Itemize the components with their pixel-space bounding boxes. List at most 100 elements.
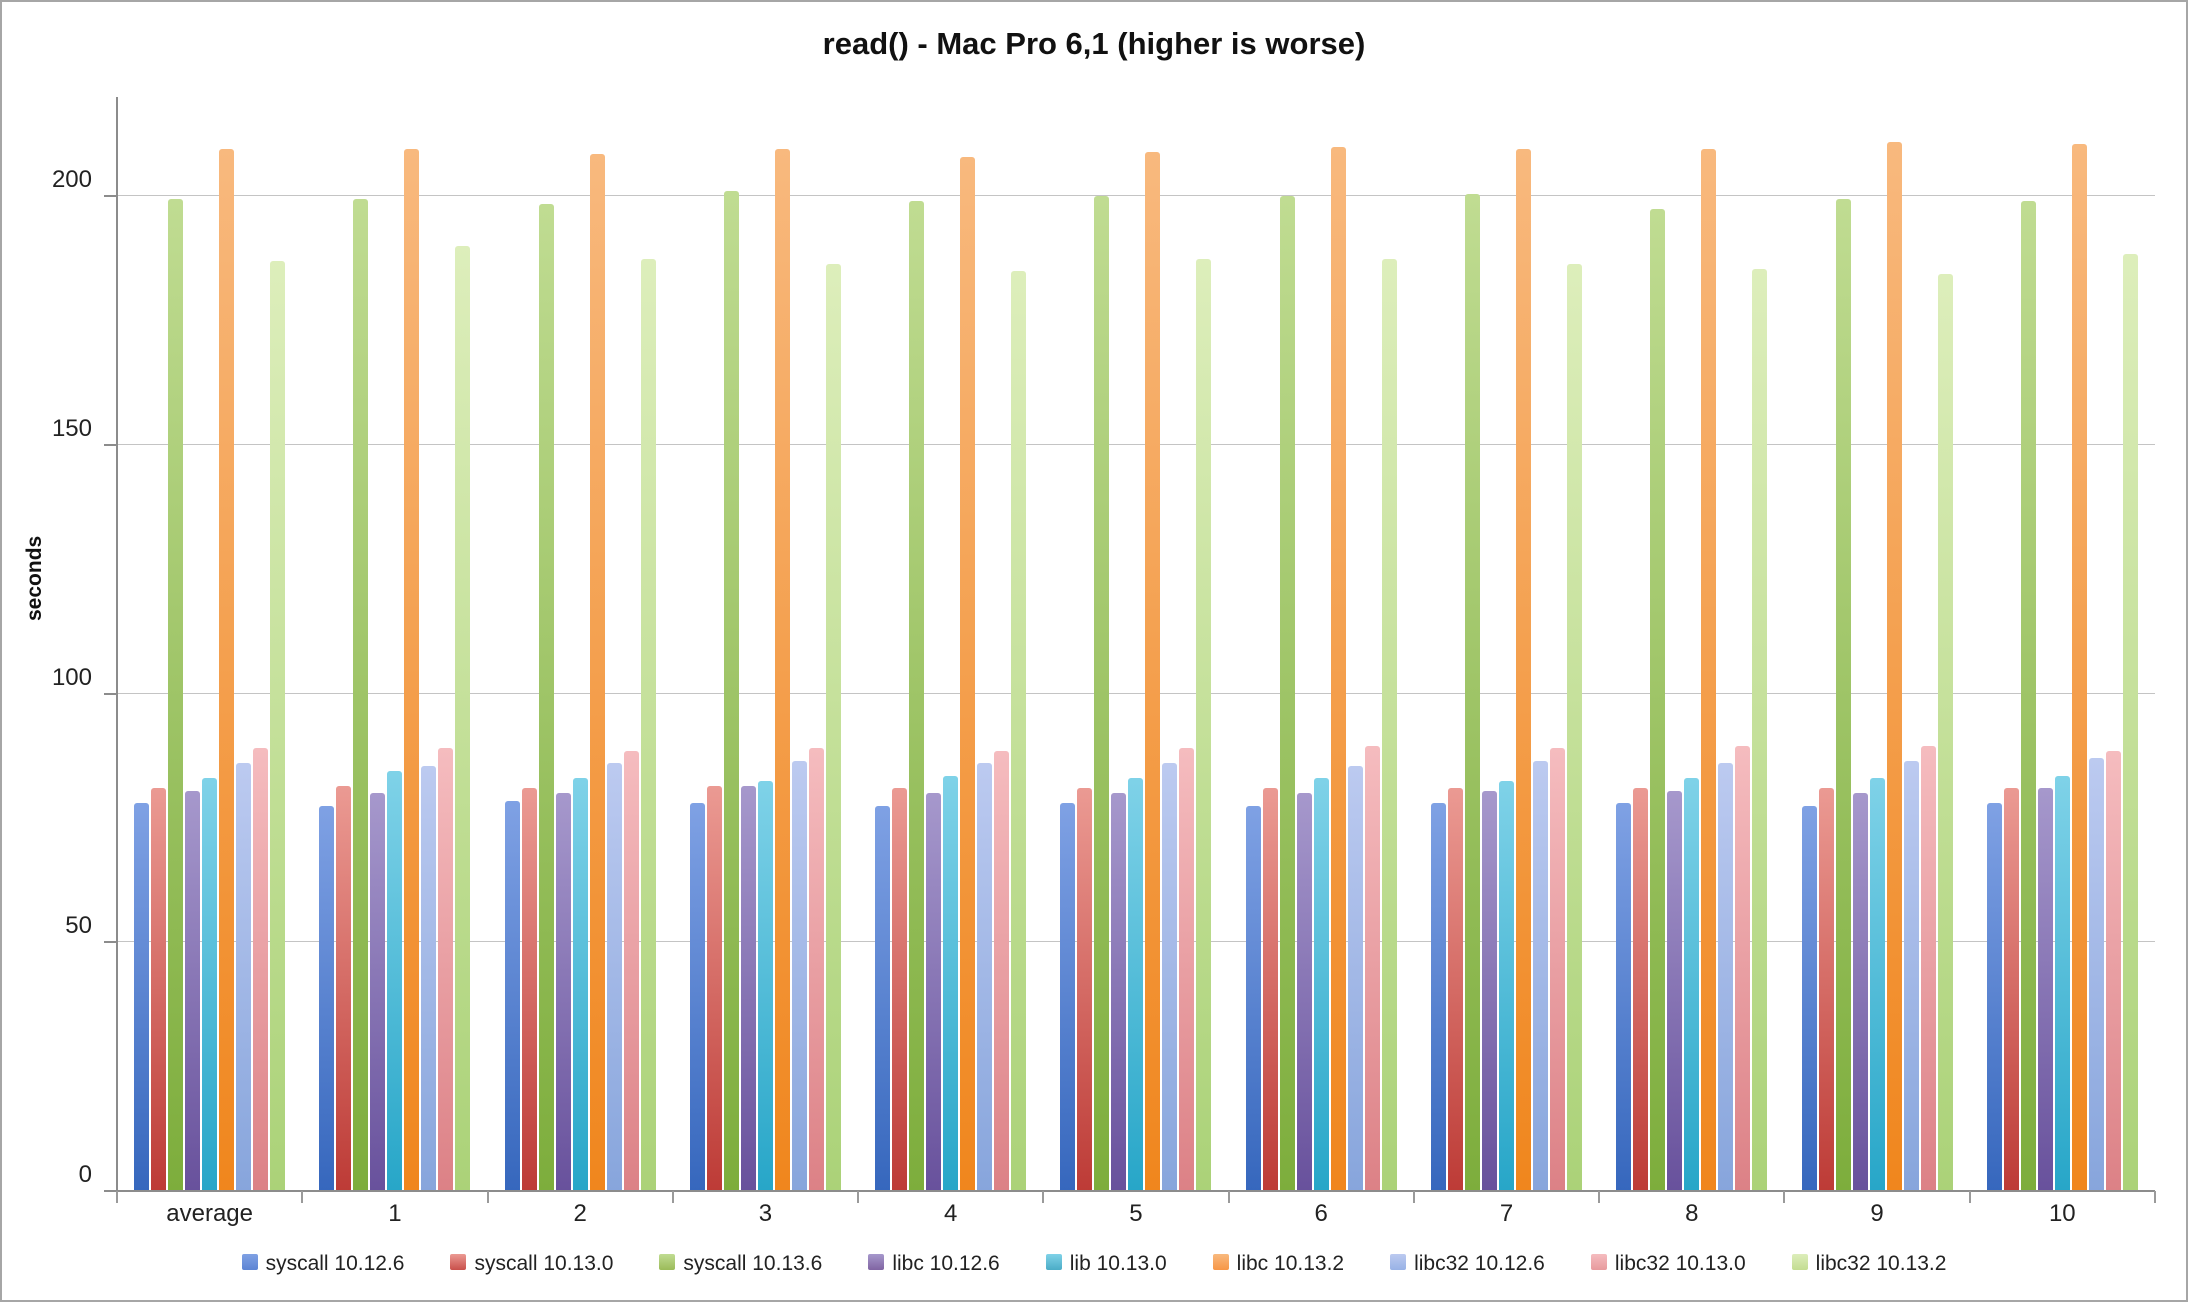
bar [589, 154, 605, 1191]
x-tick-mark [301, 1191, 304, 1203]
bar [1262, 788, 1278, 1191]
bar [1532, 760, 1548, 1191]
bar [1430, 803, 1446, 1191]
bar [1633, 788, 1649, 1191]
legend-item: syscall 10.13.6 [659, 1252, 822, 1276]
bar [1011, 271, 1027, 1191]
bar [706, 785, 722, 1191]
legend-swatch [659, 1254, 676, 1270]
y-tick-mark [104, 195, 117, 198]
y-axis-tick-labels: 0 50 100 150 200 [2, 97, 100, 1191]
bar [2003, 788, 2019, 1191]
bar [606, 763, 622, 1191]
bar [555, 793, 571, 1191]
bar [2088, 758, 2104, 1191]
legend-item: libc32 10.12.6 [1390, 1252, 1545, 1276]
legend-swatch [1791, 1254, 1808, 1270]
bar [1196, 258, 1212, 1191]
x-category-label: 9 [1870, 1200, 1884, 1227]
bar [253, 748, 269, 1191]
plot-area [104, 97, 2156, 1203]
bar-group-average [117, 97, 302, 1191]
legend-item: libc32 10.13.2 [1791, 1252, 1946, 1276]
bar [1752, 268, 1768, 1191]
x-tick-mark [116, 1191, 118, 1203]
bar [438, 748, 454, 1191]
bar [1852, 793, 1868, 1191]
bar [825, 263, 841, 1191]
bar [1179, 748, 1195, 1191]
bar-group-7 [1414, 97, 1599, 1191]
gridline [117, 195, 2155, 197]
bar [723, 191, 739, 1191]
bar [926, 793, 942, 1191]
bar [455, 246, 471, 1191]
y-tick-label: 200 [51, 166, 92, 194]
bar [1313, 778, 1329, 1191]
legend-label: libc32 10.13.0 [1614, 1252, 1746, 1275]
bar [1616, 803, 1632, 1191]
x-tick-mark [1227, 1191, 1230, 1203]
bar [2105, 750, 2121, 1191]
gridline [117, 444, 2155, 446]
x-tick-mark [671, 1191, 674, 1203]
bar [640, 258, 656, 1191]
bar [1684, 778, 1700, 1191]
bar [538, 203, 554, 1191]
bar [404, 149, 420, 1191]
bar [1986, 803, 2002, 1191]
x-tick-mark [1968, 1191, 1971, 1203]
chart-title: read() - Mac Pro 6,1 (higher is worse) [822, 26, 1366, 61]
legend-label: libc 10.13.2 [1236, 1252, 1345, 1275]
x-category-label: 3 [758, 1200, 773, 1227]
legend-swatch [1212, 1254, 1229, 1270]
legend-item: libc32 10.13.0 [1590, 1252, 1746, 1276]
bar [1279, 196, 1295, 1191]
x-category-label: 6 [1314, 1200, 1328, 1227]
bar [1162, 763, 1178, 1191]
legend-swatch [241, 1254, 258, 1270]
bar [808, 748, 824, 1191]
bar [1364, 745, 1380, 1191]
bar [1245, 805, 1261, 1191]
bar [2037, 788, 2053, 1191]
bar-group-9 [1784, 97, 1969, 1191]
bar [1515, 149, 1531, 1191]
bar [1447, 788, 1463, 1191]
bar-groups [117, 97, 2155, 1191]
x-tick-mark [486, 1191, 489, 1203]
x-category-label: 10 [2048, 1200, 2076, 1227]
x-category-label: 7 [1499, 1200, 1514, 1227]
bar [2020, 201, 2036, 1191]
bar [1347, 765, 1363, 1191]
legend-item: lib 10.13.0 [1045, 1252, 1167, 1276]
legend-item: libc 10.12.6 [868, 1252, 1000, 1276]
bar-group-5 [1043, 97, 1228, 1191]
x-axis-category-labels: average 1 2 3 4 5 6 7 8 9 10 [117, 1200, 2155, 1228]
bar [791, 760, 807, 1191]
legend-label: libc32 10.12.6 [1414, 1252, 1545, 1275]
x-tick-mark [2154, 1191, 2156, 1203]
bar [1869, 778, 1885, 1191]
bar [336, 785, 352, 1191]
legend-swatch [450, 1254, 467, 1270]
bar [1381, 258, 1397, 1191]
y-tick-label: 150 [51, 415, 92, 443]
bar [994, 750, 1010, 1191]
bar [1886, 141, 1902, 1191]
bar [421, 765, 437, 1191]
x-category-label: 1 [388, 1200, 402, 1227]
bar [1835, 198, 1851, 1191]
legend-label: syscall 10.13.0 [474, 1252, 614, 1275]
bar [2054, 775, 2070, 1191]
bar [909, 201, 925, 1191]
legend-swatch [1590, 1254, 1607, 1270]
bar [1818, 788, 1834, 1191]
x-tick-mark [1598, 1191, 1601, 1203]
bar [1718, 763, 1734, 1191]
bar [504, 800, 520, 1191]
bar [689, 803, 705, 1191]
bar [219, 149, 235, 1191]
bar [774, 149, 790, 1191]
bar [1566, 263, 1582, 1191]
